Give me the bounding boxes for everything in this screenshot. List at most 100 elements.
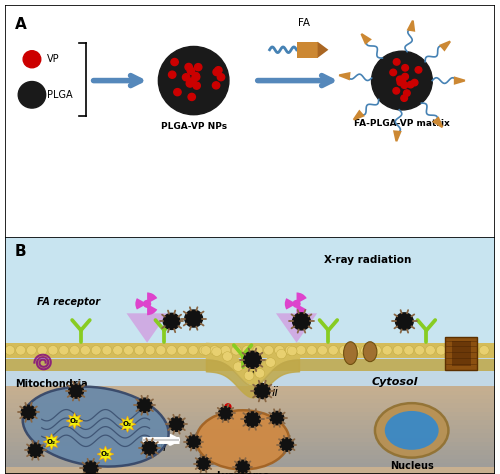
Wedge shape <box>147 292 158 304</box>
Circle shape <box>280 438 293 451</box>
Circle shape <box>199 346 209 355</box>
Circle shape <box>212 347 222 356</box>
Text: X-ray radiation: X-ray radiation <box>324 255 411 265</box>
Circle shape <box>220 346 230 355</box>
Bar <box>5 386 495 391</box>
Circle shape <box>212 82 220 89</box>
Bar <box>5 420 495 425</box>
Circle shape <box>194 64 202 71</box>
Polygon shape <box>66 413 83 429</box>
Ellipse shape <box>196 410 289 469</box>
Circle shape <box>210 346 220 355</box>
Bar <box>5 237 495 358</box>
Circle shape <box>142 441 157 455</box>
Circle shape <box>404 90 410 96</box>
Circle shape <box>270 411 284 425</box>
Bar <box>5 408 495 412</box>
Circle shape <box>70 346 80 355</box>
Circle shape <box>372 51 432 110</box>
Bar <box>5 359 495 371</box>
Text: O₂: O₂ <box>70 418 79 424</box>
Circle shape <box>5 346 15 355</box>
Bar <box>5 450 495 455</box>
Polygon shape <box>432 116 444 128</box>
Bar <box>5 395 495 399</box>
Circle shape <box>171 58 178 65</box>
Circle shape <box>382 346 392 355</box>
Circle shape <box>145 346 155 355</box>
Polygon shape <box>126 313 168 343</box>
Circle shape <box>401 95 407 101</box>
Circle shape <box>398 76 405 83</box>
Circle shape <box>264 346 274 355</box>
Polygon shape <box>339 72 350 81</box>
Circle shape <box>59 346 69 355</box>
Bar <box>5 382 495 386</box>
Text: O₂: O₂ <box>101 451 110 457</box>
Circle shape <box>21 405 36 419</box>
Circle shape <box>156 346 166 355</box>
Circle shape <box>480 346 489 355</box>
Circle shape <box>286 346 295 355</box>
Polygon shape <box>393 130 402 142</box>
Circle shape <box>68 384 84 398</box>
Circle shape <box>113 346 122 355</box>
Text: Mitochondria: Mitochondria <box>15 379 88 389</box>
Circle shape <box>397 79 404 86</box>
Text: Cytosol: Cytosol <box>372 376 418 387</box>
Bar <box>452 341 470 366</box>
Circle shape <box>372 346 382 355</box>
Ellipse shape <box>22 387 169 466</box>
Circle shape <box>292 313 310 330</box>
Circle shape <box>169 417 184 431</box>
Circle shape <box>415 67 422 73</box>
Circle shape <box>242 346 252 355</box>
Circle shape <box>158 46 229 115</box>
Text: PLGA: PLGA <box>46 90 72 100</box>
Circle shape <box>255 369 264 378</box>
Wedge shape <box>296 292 306 304</box>
Text: iii: iii <box>157 441 168 455</box>
Circle shape <box>436 346 446 355</box>
Text: PLGA-VP NPs: PLGA-VP NPs <box>160 122 226 131</box>
Polygon shape <box>454 76 465 85</box>
Circle shape <box>274 346 284 355</box>
Circle shape <box>458 346 468 355</box>
Circle shape <box>402 73 408 80</box>
Circle shape <box>91 346 101 355</box>
Circle shape <box>168 71 176 78</box>
Circle shape <box>244 412 260 427</box>
Circle shape <box>447 346 457 355</box>
Circle shape <box>293 301 300 307</box>
Circle shape <box>411 79 418 86</box>
Circle shape <box>328 346 338 355</box>
Text: FA-PLGA-VP matrix: FA-PLGA-VP matrix <box>354 118 450 128</box>
Circle shape <box>244 351 262 368</box>
Circle shape <box>178 346 188 355</box>
Text: A: A <box>15 17 26 32</box>
Circle shape <box>394 59 400 65</box>
Bar <box>5 403 495 408</box>
Circle shape <box>296 346 306 355</box>
Circle shape <box>360 346 370 355</box>
Circle shape <box>48 346 58 355</box>
Circle shape <box>401 82 408 89</box>
Circle shape <box>196 457 210 470</box>
Bar <box>5 391 495 395</box>
Circle shape <box>214 67 222 74</box>
Circle shape <box>182 73 190 81</box>
Text: Lysosome: Lysosome <box>216 471 270 474</box>
Text: ii: ii <box>272 386 279 399</box>
Bar <box>5 343 495 358</box>
Circle shape <box>396 76 403 82</box>
Ellipse shape <box>385 411 438 450</box>
Circle shape <box>236 460 250 474</box>
Text: B: B <box>15 244 26 259</box>
Circle shape <box>318 346 328 355</box>
Circle shape <box>192 73 200 81</box>
Bar <box>5 386 495 474</box>
Circle shape <box>201 346 211 355</box>
Circle shape <box>38 346 47 355</box>
Bar <box>5 438 495 442</box>
Wedge shape <box>147 304 158 315</box>
